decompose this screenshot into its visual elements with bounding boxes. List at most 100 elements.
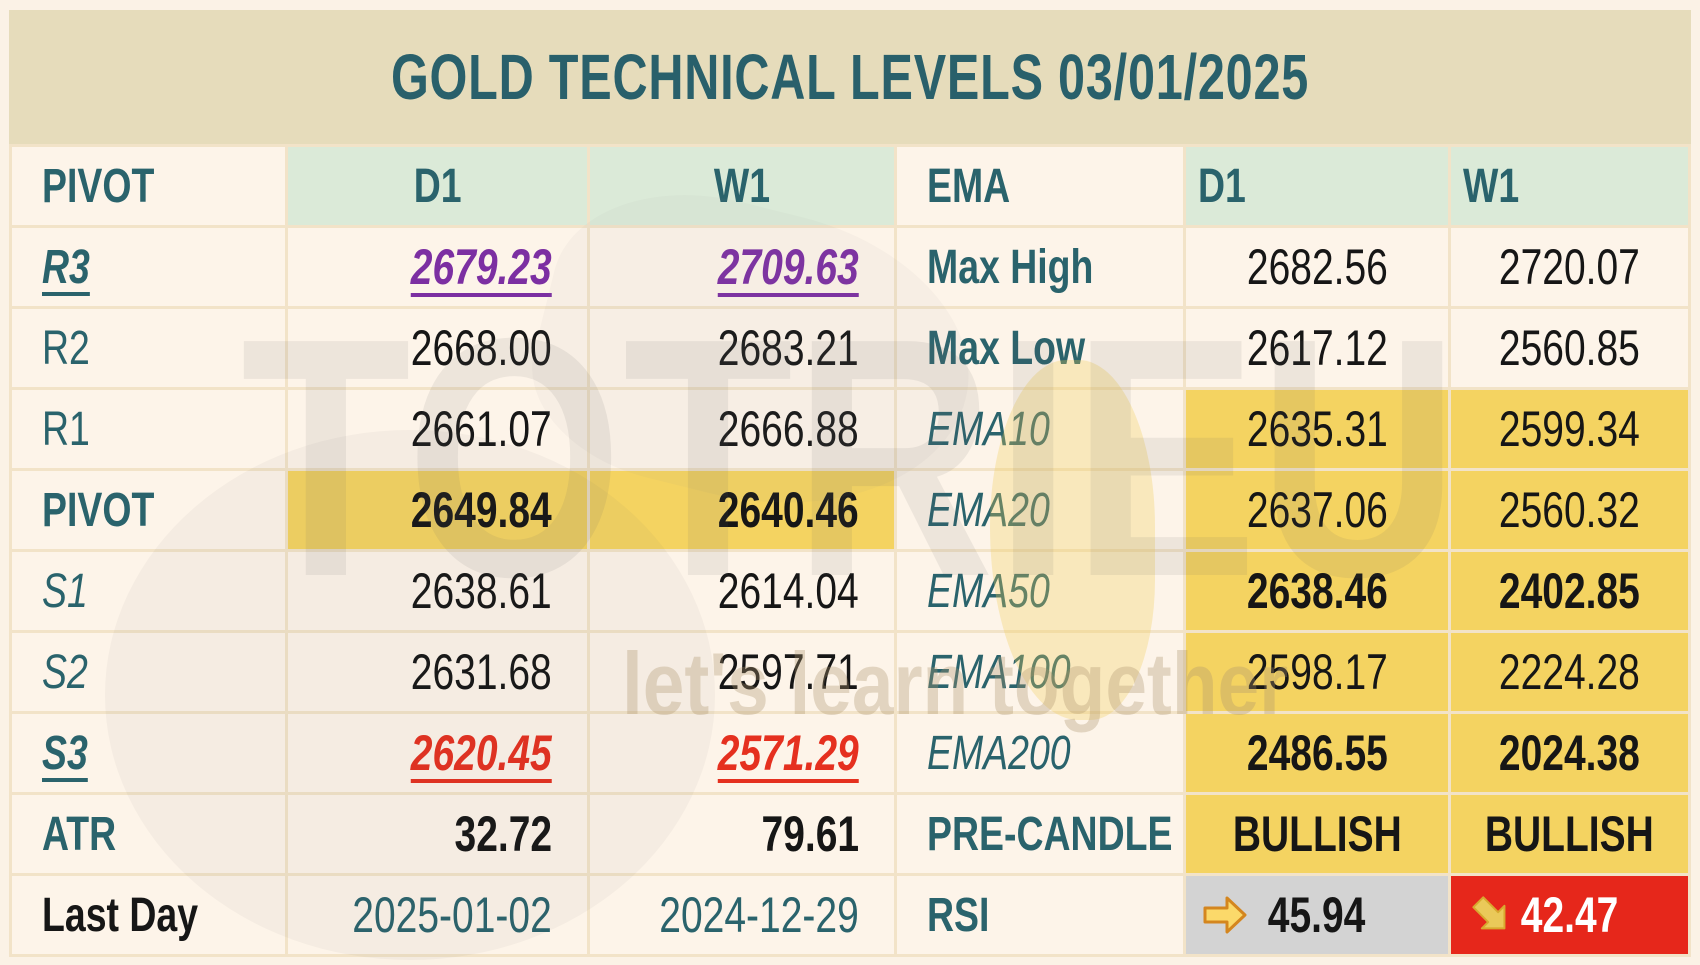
r1-d1-value-text: 2661.07 [411,401,552,457]
r3-w1-value: 2709.63 [590,228,894,306]
ema-d1-column-header: D1 [1186,147,1448,225]
ema-w1-column-header: W1 [1451,147,1688,225]
s3-row-label: S3 [12,714,285,792]
ema100-d1-value: 2598.17 [1186,633,1448,711]
ema50-row-label: EMA50 [897,552,1183,630]
last-day-d1-date: 2025-01-02 [288,876,587,954]
r3-w1-value-text: 2709.63 [718,239,859,295]
ema200-d1-value-text: 2486.55 [1246,725,1388,781]
ema10-w1-value: 2599.34 [1451,390,1688,468]
rsi-row-label: RSI [897,876,1183,954]
ema10-w1-value-text: 2599.34 [1499,401,1640,457]
pre-candle-d1-status-text: BULLISH [1232,806,1402,862]
pivot-row-label: PIVOT [12,471,285,549]
r1-row-label-text: R1 [42,402,90,456]
pre-candle-row-label: PRE-CANDLE [897,795,1183,873]
last-day-w1-date: 2024-12-29 [590,876,894,954]
pivot-column-header-text: PIVOT [42,159,155,213]
pivot-w1-column-header-text: W1 [713,159,771,213]
max-low-row-label: Max Low [897,309,1183,387]
s2-d1-value: 2631.68 [288,633,587,711]
max-low-row-label-text: Max Low [927,321,1086,375]
max-high-row-label: Max High [897,228,1183,306]
atr-d1-value-text: 32.72 [454,806,552,862]
r3-d1-value-text: 2679.23 [411,239,552,295]
r2-d1-value: 2668.00 [288,309,587,387]
s2-row-label: S2 [12,633,285,711]
s1-d1-value: 2638.61 [288,552,587,630]
ema20-row-label: EMA20 [897,471,1183,549]
s3-row-label-text: S3 [42,726,88,780]
r2-w1-value: 2683.21 [590,309,894,387]
s1-w1-value-text: 2614.04 [718,563,859,619]
ema50-w1-value: 2402.85 [1451,552,1688,630]
s3-w1-value: 2571.29 [590,714,894,792]
s1-d1-value-text: 2638.61 [411,563,552,619]
ema200-d1-value: 2486.55 [1186,714,1448,792]
r1-w1-value-text: 2666.88 [718,401,859,457]
pre-candle-w1-status: BULLISH [1451,795,1688,873]
max-high-row-label-text: Max High [927,240,1094,294]
s2-d1-value-text: 2631.68 [411,644,552,700]
max-low-w1-value-text: 2560.85 [1499,320,1640,376]
pivot-w1-value-text: 2640.46 [718,482,859,538]
s3-d1-value: 2620.45 [288,714,587,792]
s2-w1-value-text: 2597.71 [718,644,859,700]
r2-d1-value-text: 2668.00 [411,320,552,376]
pivot-d1-value: 2649.84 [288,471,587,549]
last-day-row-label-text: Last Day [42,888,199,942]
ema50-row-label-text: EMA50 [927,564,1050,618]
max-low-w1-value: 2560.85 [1451,309,1688,387]
last-day-d1-date-text: 2025-01-02 [352,887,552,943]
ema10-d1-value: 2635.31 [1186,390,1448,468]
atr-row-label: ATR [12,795,285,873]
ema200-row-label-text: EMA200 [927,726,1071,780]
r2-row-label-text: R2 [42,321,90,375]
rsi-w1-value: 42.47 [1451,876,1688,954]
pivot-column-header: PIVOT [12,147,285,225]
r3-row-label: R3 [12,228,285,306]
atr-d1-value: 32.72 [288,795,587,873]
last-day-w1-date-text: 2024-12-29 [659,887,859,943]
title-banner: GOLD TECHNICAL LEVELS 03/01/2025 [9,10,1691,144]
r1-w1-value: 2666.88 [590,390,894,468]
rsi-d1-value-text: 45.94 [1268,887,1366,943]
ema20-d1-value: 2637.06 [1186,471,1448,549]
ema10-row-label: EMA10 [897,390,1183,468]
ema-w1-column-header-text: W1 [1463,159,1520,213]
max-low-d1-value-text: 2617.12 [1246,320,1388,376]
s2-row-label-text: S2 [42,645,88,699]
s1-w1-value: 2614.04 [590,552,894,630]
max-high-d1-value: 2682.56 [1186,228,1448,306]
atr-w1-value-text: 79.61 [761,806,859,862]
atr-w1-value: 79.61 [590,795,894,873]
max-high-w1-value-text: 2720.07 [1499,239,1640,295]
ema20-row-label-text: EMA20 [927,483,1050,537]
rsi-d1-value: 45.94 [1186,876,1448,954]
ema50-w1-value-text: 2402.85 [1499,563,1640,619]
ema10-row-label-text: EMA10 [927,402,1050,456]
pivot-w1-column-header: W1 [590,147,894,225]
ema20-w1-value: 2560.32 [1451,471,1688,549]
r2-w1-value-text: 2683.21 [718,320,859,376]
s2-w1-value: 2597.71 [590,633,894,711]
levels-table: PIVOT D1 W1 EMA D1 W1 R3 2679.23 2709.63… [9,144,1691,957]
pre-candle-row-label-text: PRE-CANDLE [927,807,1173,861]
s3-d1-value-text: 2620.45 [411,725,552,781]
rsi-w1-value-text: 42.47 [1520,887,1619,943]
s1-row-label-text: S1 [42,564,88,618]
ema-column-header-text: EMA [927,159,1011,213]
ema20-w1-value-text: 2560.32 [1499,482,1640,538]
ema-column-header: EMA [897,147,1183,225]
ema200-row-label: EMA200 [897,714,1183,792]
ema100-w1-value-text: 2224.28 [1499,644,1640,700]
s3-w1-value-text: 2571.29 [718,725,859,781]
max-high-d1-value-text: 2682.56 [1246,239,1388,295]
max-low-d1-value: 2617.12 [1186,309,1448,387]
pre-candle-w1-status-text: BULLISH [1485,806,1654,862]
ema50-d1-value: 2638.46 [1186,552,1448,630]
last-day-row-label: Last Day [12,876,285,954]
ema200-w1-value: 2024.38 [1451,714,1688,792]
arrow-right-icon [1203,896,1247,934]
ema100-row-label: EMA100 [897,633,1183,711]
